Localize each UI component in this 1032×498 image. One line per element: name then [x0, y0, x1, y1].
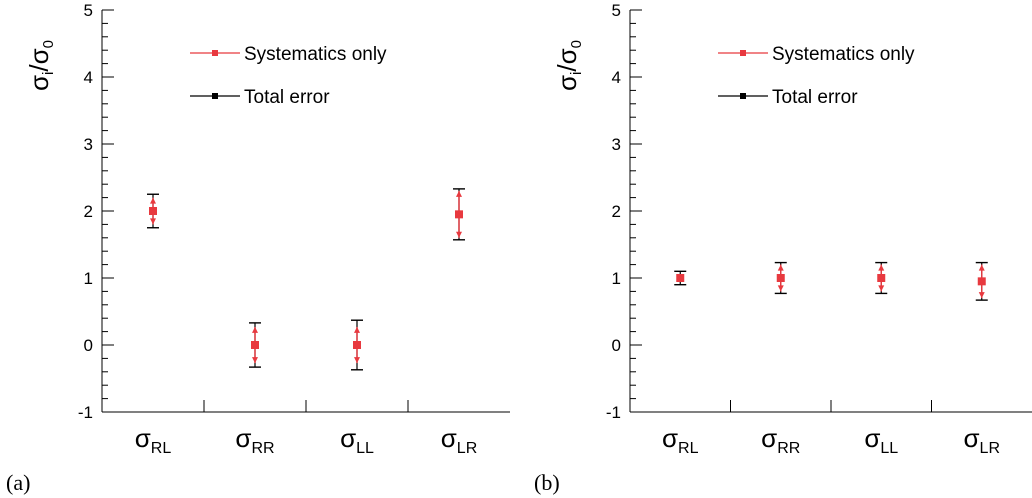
legend-marker: [740, 50, 746, 56]
errorbar-systematics-arrow-down: [978, 292, 985, 299]
y-tick-label: 4: [84, 68, 93, 87]
legend: Systematics only Total error: [190, 44, 387, 108]
errorbar-systematics-arrow-up: [978, 264, 985, 271]
legend-marker: [740, 93, 746, 99]
y-axis-label: σi/σ0: [552, 40, 585, 91]
x-tick-label: σRL: [135, 423, 172, 457]
legend: Systematics only Total error: [718, 44, 915, 108]
legend-label: Total error: [244, 87, 330, 108]
y-tick-label: 2: [612, 202, 621, 221]
legend-item-total: Total error: [190, 87, 330, 108]
x-tick-label: σLL: [340, 423, 374, 457]
legend-marker: [212, 50, 218, 56]
errorbar-systematics-arrow-down: [252, 357, 258, 364]
legend-marker: [212, 93, 218, 99]
y-tick-label: 3: [84, 135, 93, 154]
y-tick-label: 0: [84, 336, 93, 355]
legend-item-systematics: Systematics only: [190, 44, 387, 65]
errorbar-systematics-arrow-down: [150, 218, 156, 225]
data-point: [251, 341, 259, 349]
errorbar-systematics-arrow-up: [456, 190, 462, 197]
y-tick-label: 4: [612, 68, 621, 87]
data-point: [977, 277, 986, 286]
chart-panel-a: -1 0 1 2 3 4 5 σRL σRR σLL σLR σi/σ0 (a) Systematics …: [6, 1, 510, 495]
chart-panel-b: -1 0 1 2 3 4 5 σRL σRR σLL σLR σi/σ0 (b) Systematics …: [534, 1, 1032, 495]
y-tick-label: -1: [606, 403, 621, 422]
errorbar-systematics-arrow-down: [878, 285, 885, 292]
panel-label: (a): [6, 470, 30, 495]
errorbar-systematics-arrow-down: [456, 231, 462, 238]
errorbar-systematics-arrow-up: [150, 197, 156, 204]
data-point: [877, 274, 886, 282]
y-tick-label: 1: [612, 269, 621, 288]
y-tick-label: 0: [612, 336, 621, 355]
data-point: [776, 274, 785, 282]
errorbar-systematics-arrow-up: [354, 326, 360, 333]
legend-label: Systematics only: [772, 44, 915, 65]
legend-label: Total error: [772, 87, 858, 108]
x-tick-label: σRL: [662, 423, 699, 457]
errorbar-systematics-arrow-down: [777, 285, 784, 292]
data-point: [353, 341, 361, 349]
errorbar-systematics-arrow-up: [252, 326, 258, 333]
x-tick-label: σRR: [761, 423, 800, 457]
data-point: [149, 207, 157, 215]
errorbar-systematics-arrow-up: [777, 264, 784, 271]
y-tick-label: 2: [84, 202, 93, 221]
legend-item-total: Total error: [718, 87, 858, 108]
data-point: [455, 210, 463, 219]
y-tick-label: 1: [84, 269, 93, 288]
errorbar-systematics-arrow-up: [878, 264, 885, 271]
y-tick-label: 3: [612, 135, 621, 154]
legend-label: Systematics only: [244, 44, 387, 65]
panel-label: (b): [534, 470, 560, 495]
y-tick-label: 5: [612, 1, 621, 20]
y-tick-label: 5: [84, 1, 93, 20]
x-tick-label: σLL: [864, 423, 898, 457]
errorbar-systematics-arrow-down: [354, 357, 360, 364]
y-tick-label: -1: [78, 403, 93, 422]
x-tick-label: σLR: [441, 423, 478, 457]
y-axis-label: σi/σ0: [24, 40, 57, 91]
data-point: [676, 274, 685, 282]
legend-item-systematics: Systematics only: [718, 44, 915, 65]
x-tick-label: σLR: [964, 423, 1001, 457]
x-tick-label: σRR: [235, 423, 274, 457]
